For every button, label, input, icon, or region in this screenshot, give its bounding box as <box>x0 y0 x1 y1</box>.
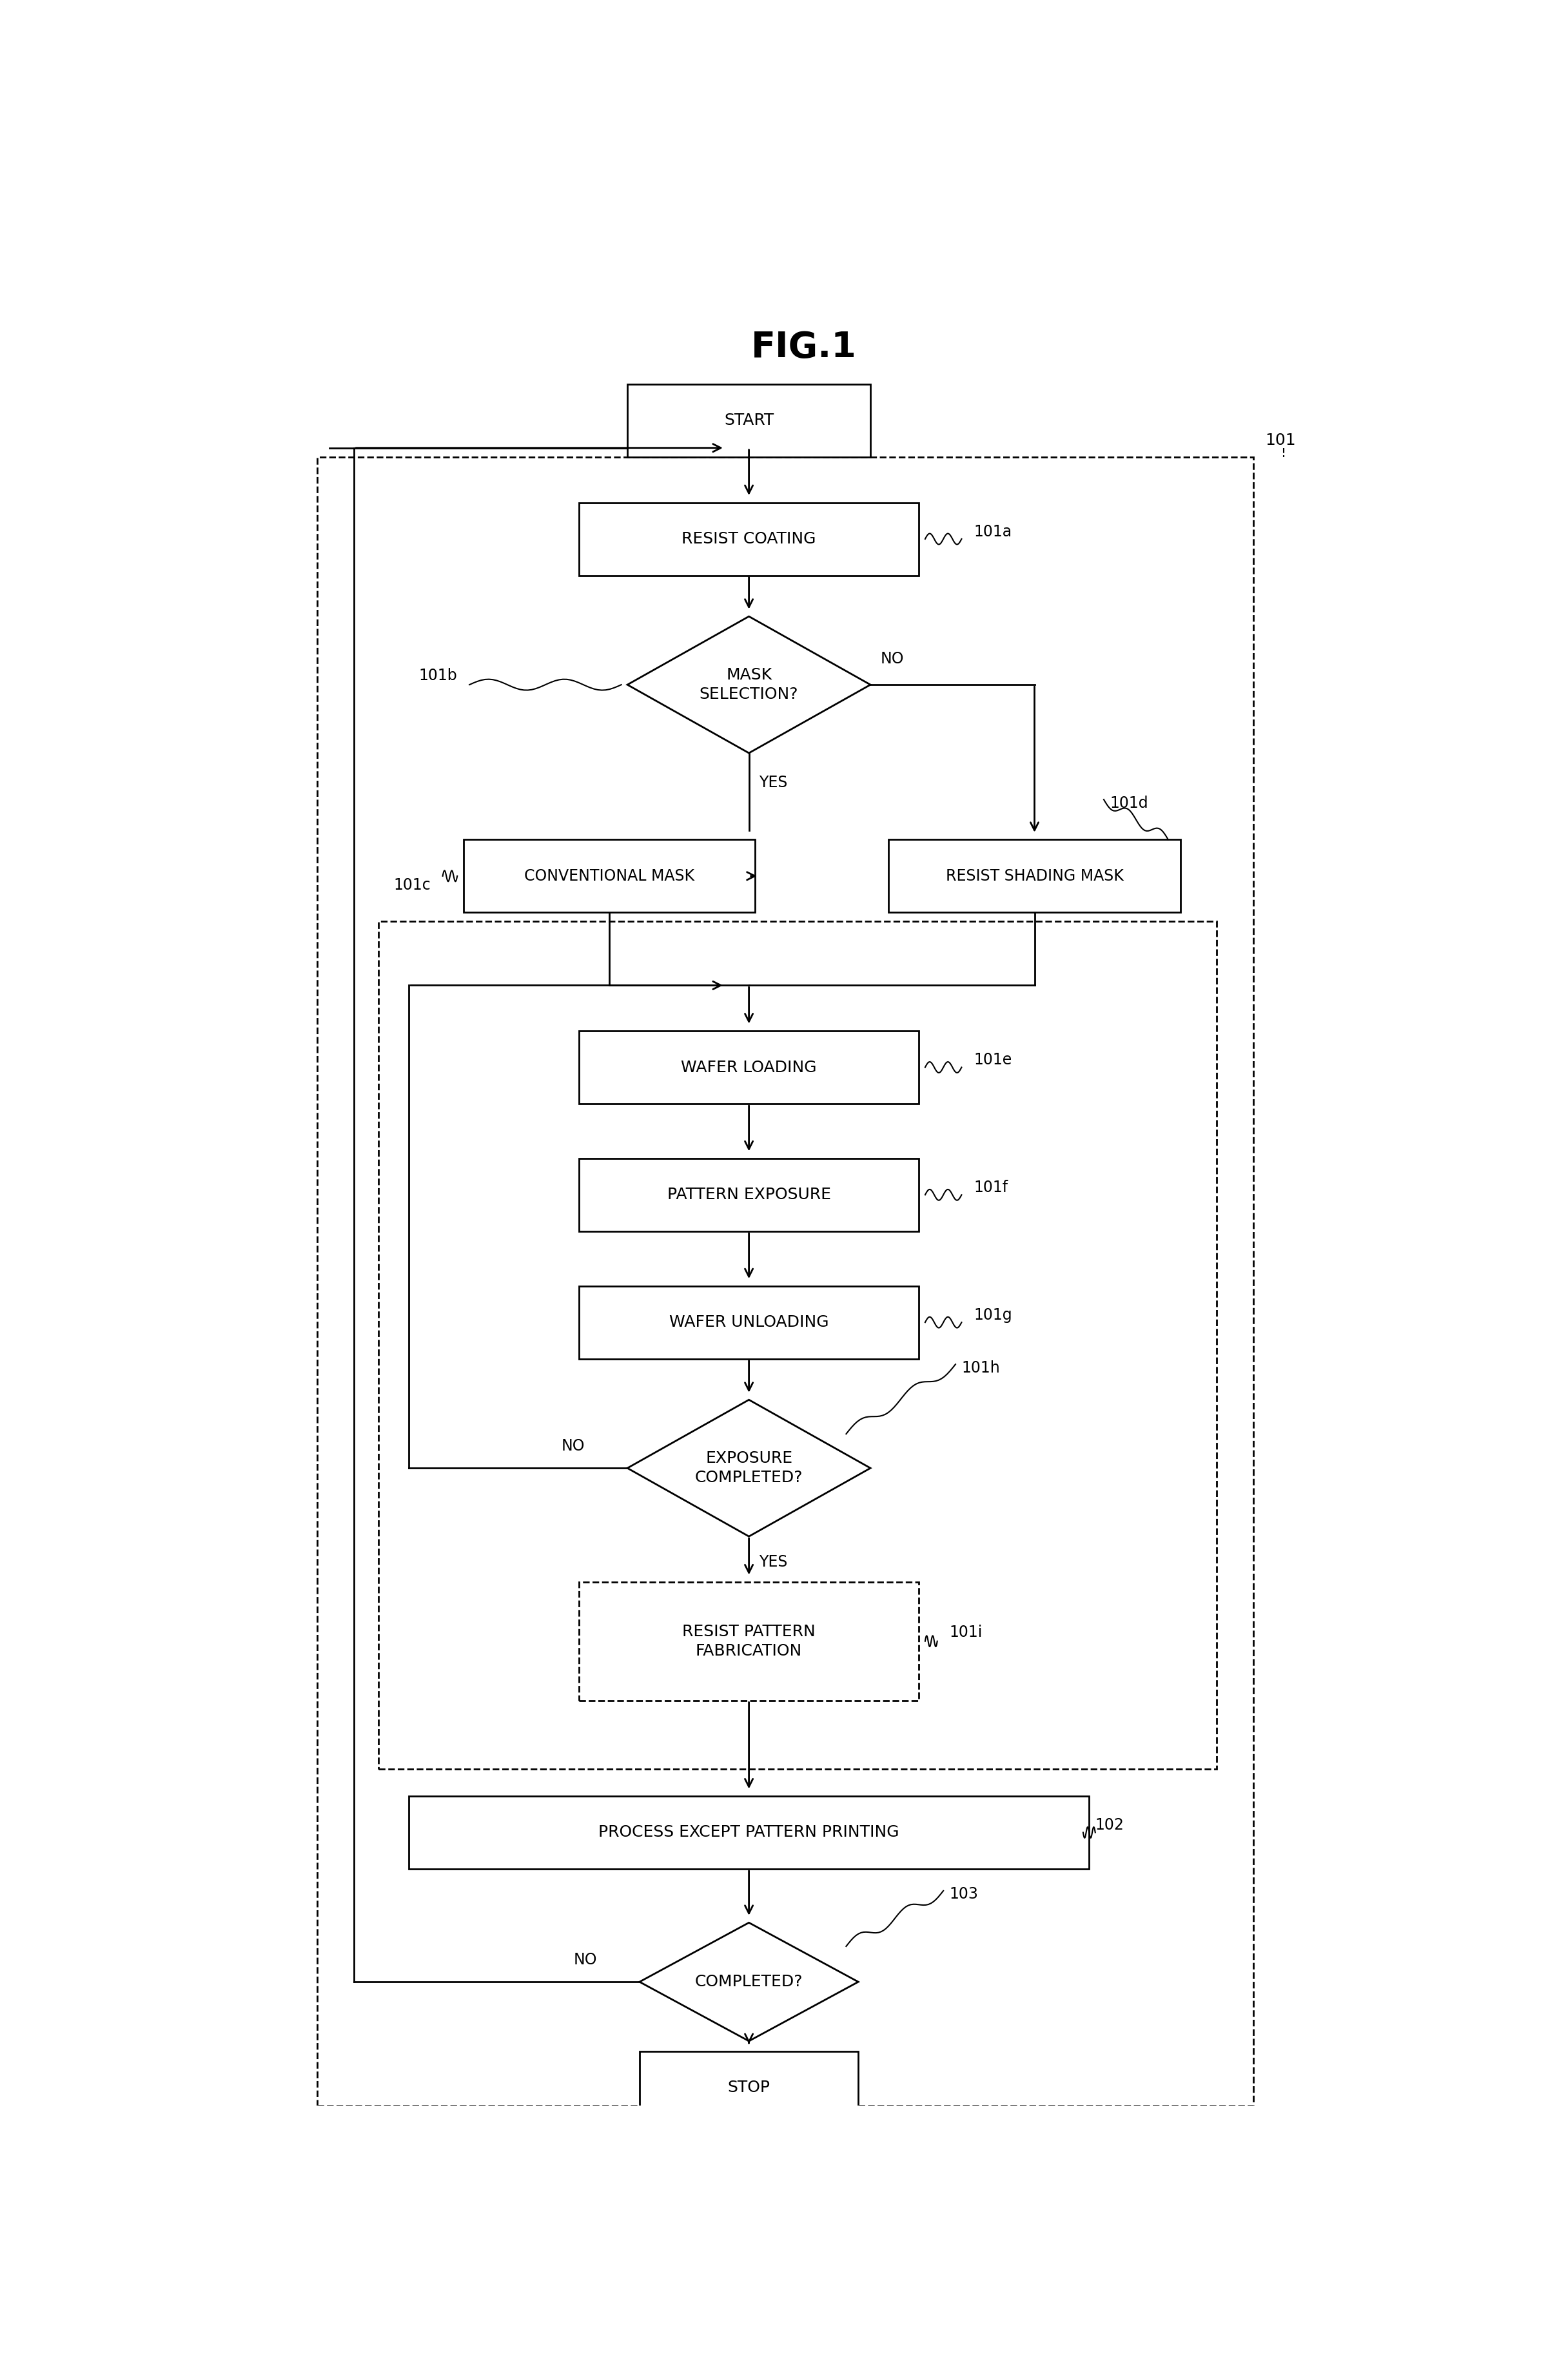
Text: STOP: STOP <box>728 2080 770 2096</box>
Text: 101e: 101e <box>974 1053 1011 1067</box>
Text: PATTERN EXPOSURE: PATTERN EXPOSURE <box>666 1188 831 1202</box>
Polygon shape <box>627 1401 870 1536</box>
Text: 101f: 101f <box>974 1181 1008 1195</box>
Text: 101h: 101h <box>961 1360 1000 1375</box>
Polygon shape <box>640 1924 858 2042</box>
Text: YES: YES <box>759 776 787 790</box>
Text: 101g: 101g <box>974 1308 1013 1323</box>
FancyBboxPatch shape <box>627 383 870 457</box>
Text: YES: YES <box>759 1554 787 1571</box>
FancyBboxPatch shape <box>579 1159 919 1230</box>
Text: 101a: 101a <box>974 523 1011 539</box>
FancyBboxPatch shape <box>579 1287 919 1358</box>
Text: RESIST SHADING MASK: RESIST SHADING MASK <box>946 868 1123 885</box>
Text: 101c: 101c <box>394 878 431 892</box>
FancyBboxPatch shape <box>579 1583 919 1701</box>
Text: NO: NO <box>561 1439 585 1455</box>
Text: CONVENTIONAL MASK: CONVENTIONAL MASK <box>524 868 695 885</box>
Text: FIG.1: FIG.1 <box>751 331 856 364</box>
Text: WAFER UNLOADING: WAFER UNLOADING <box>670 1315 829 1330</box>
Text: 103: 103 <box>949 1886 978 1902</box>
Text: 102: 102 <box>1094 1817 1124 1834</box>
Text: 101i: 101i <box>949 1625 983 1640</box>
FancyBboxPatch shape <box>409 1796 1090 1869</box>
Text: NO: NO <box>574 1952 597 1969</box>
Polygon shape <box>627 618 870 752</box>
FancyBboxPatch shape <box>889 840 1181 913</box>
Text: EXPOSURE
COMPLETED?: EXPOSURE COMPLETED? <box>695 1450 803 1486</box>
FancyBboxPatch shape <box>579 1032 919 1103</box>
Text: YES: YES <box>759 2056 787 2070</box>
Text: 101d: 101d <box>1110 795 1148 812</box>
Text: START: START <box>724 412 775 428</box>
Text: NO: NO <box>880 651 903 667</box>
Text: RESIST PATTERN
FABRICATION: RESIST PATTERN FABRICATION <box>682 1623 815 1659</box>
FancyBboxPatch shape <box>579 502 919 575</box>
Text: COMPLETED?: COMPLETED? <box>695 1973 803 1990</box>
Text: RESIST COATING: RESIST COATING <box>682 532 815 547</box>
FancyBboxPatch shape <box>640 2051 858 2125</box>
Text: MASK
SELECTION?: MASK SELECTION? <box>699 667 798 703</box>
Text: WAFER LOADING: WAFER LOADING <box>681 1060 817 1074</box>
FancyBboxPatch shape <box>464 840 756 913</box>
Text: 101: 101 <box>1265 433 1297 447</box>
Text: PROCESS EXCEPT PATTERN PRINTING: PROCESS EXCEPT PATTERN PRINTING <box>599 1824 900 1841</box>
Text: 101b: 101b <box>419 667 458 684</box>
